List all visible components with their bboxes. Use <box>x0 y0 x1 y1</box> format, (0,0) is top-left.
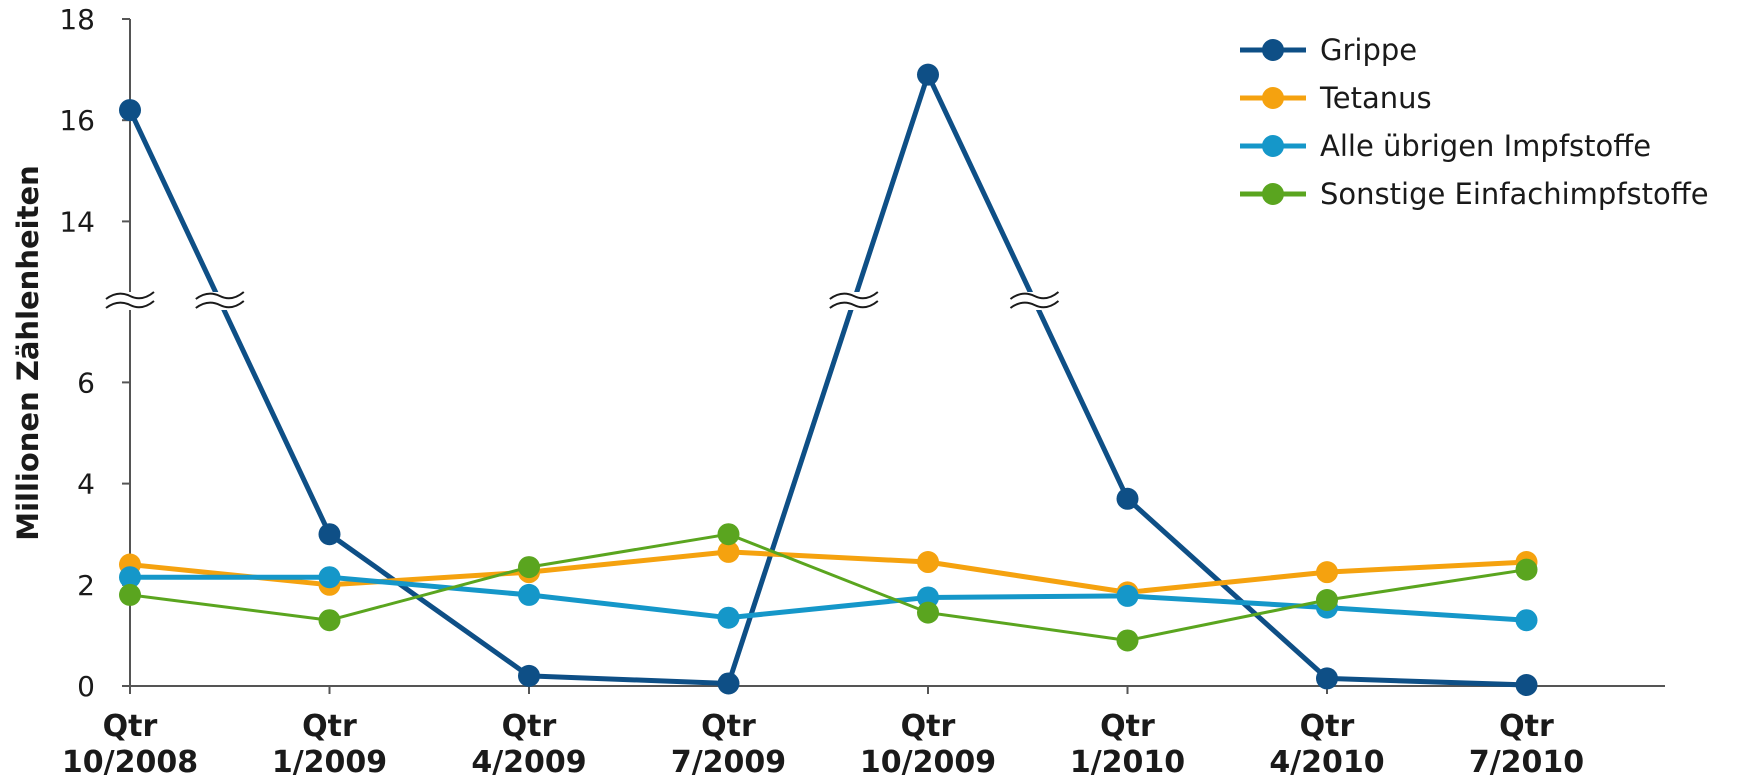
data-point <box>119 583 141 606</box>
series-0 <box>119 63 1538 696</box>
data-point <box>717 523 740 546</box>
x-tick-label: Qtr 7/2010 <box>1469 709 1584 780</box>
data-point <box>119 566 141 589</box>
data-point <box>917 601 939 624</box>
legend-label: Grippe <box>1320 33 1417 67</box>
legend-swatch-marker <box>1262 183 1284 205</box>
data-point <box>917 586 939 609</box>
x-tick-label: Qtr 4/2009 <box>471 709 586 780</box>
data-point <box>1515 609 1538 632</box>
data-point <box>318 566 341 589</box>
data-point <box>119 99 141 122</box>
legend-item: Sonstige Einfachimpfstoffe <box>1240 177 1709 211</box>
legend-swatch-marker <box>1262 87 1284 109</box>
legend-item: Tetanus <box>1240 81 1432 115</box>
y-tick-label: 0 <box>77 670 95 703</box>
legend: Grippe Tetanus Alle übrigen Impfstoffe Sons… <box>1240 33 1709 211</box>
data-point <box>1116 487 1139 510</box>
data-point <box>917 551 939 574</box>
data-point <box>1316 588 1338 611</box>
data-point <box>1116 629 1139 652</box>
data-point <box>518 664 540 687</box>
legend-label: Tetanus <box>1319 81 1432 115</box>
break-mark <box>105 291 155 310</box>
data-point <box>518 556 540 579</box>
y-ticks: 0 2 4 6 14 16 18 <box>59 3 130 703</box>
break-mark <box>195 291 245 310</box>
data-point <box>717 540 740 563</box>
x-tick-label: Qtr 4/2010 <box>1269 709 1384 780</box>
legend-item: Grippe <box>1240 33 1417 67</box>
y-tick-label: 2 <box>77 569 95 602</box>
data-point <box>1515 673 1538 696</box>
x-tick-label: Qtr 10/2009 <box>860 709 996 780</box>
x-tick-label: Qtr 1/2009 <box>272 709 387 780</box>
y-tick-label: 6 <box>77 366 95 399</box>
legend-swatch-marker <box>1262 135 1284 157</box>
data-point <box>1116 584 1139 607</box>
break-mark <box>829 291 879 310</box>
x-tick-label: Qtr 1/2010 <box>1070 709 1185 780</box>
x-ticks: Qtr 10/2008 Qtr 1/2009 Qtr 4/2009 Qtr 7/2009 Qtr… <box>62 686 1584 780</box>
y-tick-label: 14 <box>59 205 95 238</box>
data-point <box>318 523 341 546</box>
legend-label: Sonstige Einfachimpfstoffe <box>1320 177 1709 211</box>
series-line <box>129 549 1527 595</box>
data-point <box>318 609 341 632</box>
y-axis-label: Millionen Zählenheiten <box>11 165 45 541</box>
series-3 <box>119 523 1538 652</box>
data-point <box>518 583 540 606</box>
data-point <box>1515 558 1538 581</box>
data-point <box>1316 561 1338 584</box>
y-tick-label: 4 <box>77 468 95 501</box>
y-tick-label: 18 <box>59 3 95 36</box>
data-point <box>717 606 740 629</box>
legend-item: Alle übrigen Impfstoffe <box>1240 129 1651 163</box>
data-point <box>917 63 939 86</box>
series-lines <box>119 63 1538 696</box>
axis-break-marks <box>105 291 1060 310</box>
x-tick-label: Qtr 10/2008 <box>62 709 198 780</box>
data-point <box>717 672 740 695</box>
series-line <box>127 72 1527 688</box>
x-tick-label: Qtr 7/2009 <box>671 709 786 780</box>
series-line <box>129 532 1527 642</box>
y-tick-label: 16 <box>59 104 95 137</box>
legend-swatch-marker <box>1262 39 1284 61</box>
axes <box>129 19 1665 687</box>
data-point <box>1316 667 1338 690</box>
legend-label: Alle übrigen Impfstoffe <box>1320 129 1651 163</box>
break-mark <box>1009 291 1060 310</box>
